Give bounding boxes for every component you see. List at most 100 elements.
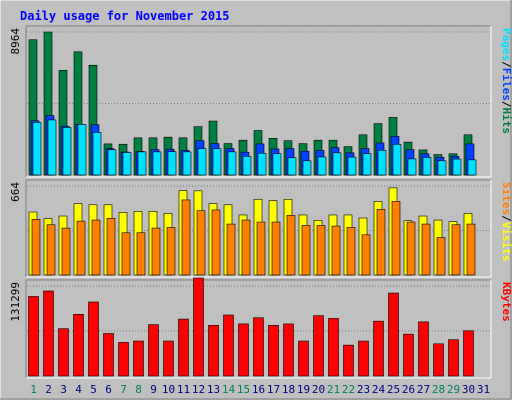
axis-max-label-kbytes: 131299	[9, 282, 22, 322]
bar-sites-day-22	[346, 227, 356, 276]
bar-kbytes-day-4	[73, 314, 84, 377]
bar-pages-day-28	[437, 160, 447, 176]
bar-sites-day-15	[241, 219, 251, 276]
bar-pages-day-16	[257, 153, 267, 176]
bar-sites-day-13	[211, 209, 221, 276]
bar-kbytes-day-19	[298, 340, 309, 377]
bar-pages-day-22	[347, 156, 357, 176]
bar-kbytes-day-12	[193, 277, 204, 377]
bar-sites-day-5	[91, 219, 101, 276]
panel-hits-files-pages: 8964 Pages/Files/Hits	[9, 25, 512, 178]
bar-pages-day-20	[317, 156, 327, 176]
axis-max-label-visits-sites: 664	[9, 182, 22, 202]
bar-kbytes-day-3	[58, 328, 69, 377]
day-label-7: 7	[120, 383, 127, 396]
bar-pages-day-15	[242, 156, 252, 176]
day-label-31: 31	[477, 383, 490, 396]
bar-kbytes-day-22	[343, 344, 354, 377]
bar-kbytes-day-20	[313, 315, 324, 377]
bar-kbytes-day-26	[403, 333, 414, 377]
bar-kbytes-day-11	[178, 318, 189, 377]
bar-kbytes-day-25	[388, 292, 399, 377]
day-label-27: 27	[417, 383, 430, 396]
legend-item-pages: Pages	[500, 28, 512, 61]
legend-item-files: Files	[500, 68, 512, 101]
bar-pages-day-3	[62, 127, 72, 176]
day-label-11: 11	[177, 383, 190, 396]
bar-sites-day-2	[46, 224, 56, 276]
bar-pages-day-17	[272, 153, 282, 176]
legend-hits-files-pages: Pages/Files/Hits	[500, 28, 512, 134]
bar-kbytes-day-9	[148, 324, 159, 377]
bar-kbytes-day-30	[463, 330, 474, 377]
day-label-10: 10	[162, 383, 175, 396]
bar-sites-day-18	[286, 215, 296, 276]
bar-sites-day-19	[301, 225, 311, 276]
bar-pages-day-6	[107, 149, 117, 176]
day-label-19: 19	[297, 383, 310, 396]
day-label-15: 15	[237, 383, 250, 396]
legend-item-hits: Hits	[500, 108, 512, 135]
bar-pages-day-21	[332, 152, 342, 176]
day-label-4: 4	[75, 383, 82, 396]
day-label-29: 29	[447, 383, 460, 396]
bar-sites-day-8	[136, 232, 146, 276]
day-label-14: 14	[222, 383, 236, 396]
day-label-25: 25	[387, 383, 400, 396]
bar-kbytes-day-18	[283, 323, 294, 377]
bar-pages-day-4	[77, 124, 87, 176]
day-labels: 1 2 3 4 5 6 7 8 9 10 11 12 13 14 15 16 17 18 19 20 21 22 23 24 2…	[30, 383, 490, 396]
bar-pages-day-18	[287, 157, 297, 176]
bar-sites-day-4	[76, 220, 86, 276]
bar-kbytes-day-27	[418, 321, 429, 377]
bar-pages-day-1	[32, 122, 42, 176]
bar-pages-day-14	[227, 151, 237, 176]
day-label-24: 24	[372, 383, 386, 396]
day-label-18: 18	[282, 383, 295, 396]
bar-pages-day-12	[197, 148, 207, 176]
legend-kbytes: KBytes	[500, 282, 512, 322]
bar-pages-day-26	[407, 158, 417, 176]
panel-kbytes: 131299 KBytes	[9, 277, 512, 379]
axis-max-label-hits-files-pages: 8964	[9, 28, 22, 55]
legend-item-separator-1: /	[500, 61, 512, 68]
bar-pages-day-23	[362, 153, 372, 176]
bar-sites-day-25	[391, 200, 401, 276]
day-label-26: 26	[402, 383, 415, 396]
bar-pages-day-24	[377, 149, 387, 176]
bar-sites-day-24	[376, 209, 386, 276]
bar-kbytes-day-17	[268, 324, 279, 377]
bar-kbytes-day-10	[163, 340, 174, 377]
day-label-20: 20	[312, 383, 325, 396]
bar-pages-day-9	[152, 151, 162, 176]
day-label-9: 9	[150, 383, 157, 396]
day-label-12: 12	[192, 383, 205, 396]
day-label-16: 16	[252, 383, 265, 396]
day-label-13: 13	[207, 383, 220, 396]
bar-kbytes-day-8	[133, 340, 144, 377]
day-label-28: 28	[432, 383, 445, 396]
bar-sites-day-29	[451, 224, 461, 276]
bar-sites-day-9	[151, 227, 161, 276]
day-label-5: 5	[90, 383, 97, 396]
day-label-17: 17	[267, 383, 280, 396]
day-label-1: 1	[30, 383, 37, 396]
day-label-3: 3	[60, 383, 67, 396]
bar-sites-day-12	[196, 210, 206, 276]
bar-kbytes-day-6	[103, 333, 114, 377]
legend-item-separator-3: /	[500, 101, 512, 108]
bar-sites-day-23	[361, 234, 371, 276]
legend-item-kbytes: KBytes	[500, 282, 512, 322]
day-label-22: 22	[342, 383, 355, 396]
bar-sites-day-16	[256, 221, 266, 276]
bar-sites-day-17	[271, 221, 281, 276]
legend-visits-sites: Sites/Visits	[500, 182, 512, 262]
bar-kbytes-day-29	[448, 339, 459, 377]
bar-pages-day-5	[92, 132, 102, 176]
bar-pages-day-13	[212, 148, 222, 176]
bar-sites-day-1	[31, 219, 41, 276]
bar-sites-day-11	[181, 199, 191, 276]
bar-pages-day-10	[167, 151, 177, 176]
chart-title: Daily usage for November 2015	[20, 9, 230, 23]
